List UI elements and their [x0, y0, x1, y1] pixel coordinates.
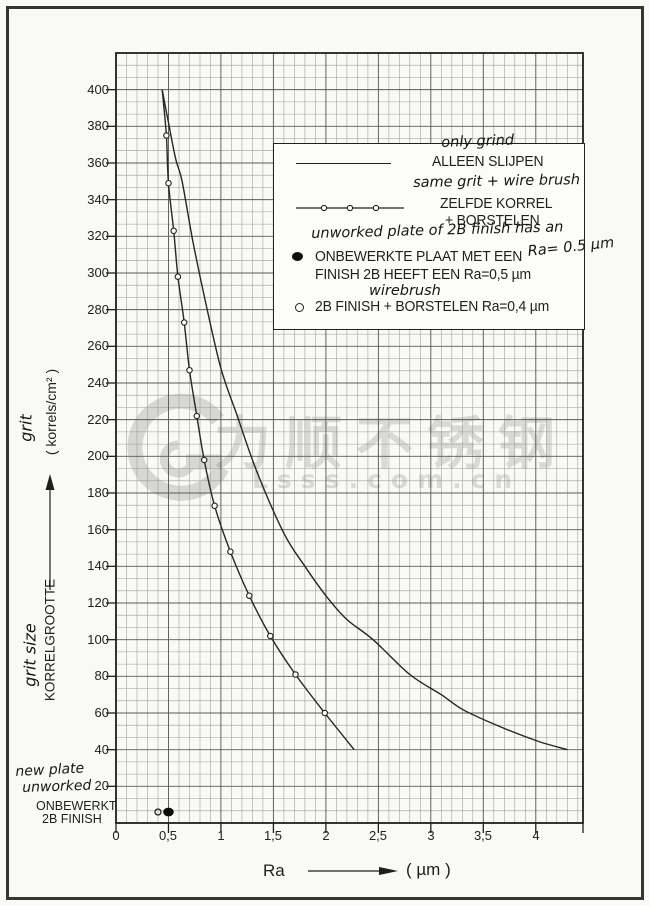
y-tick-label: 260 — [87, 338, 109, 353]
y-tick-label: 340 — [87, 192, 109, 207]
y-tick-label: 200 — [87, 448, 109, 463]
curve-circles — [161, 89, 355, 751]
curve-marker — [200, 456, 208, 464]
y-tick-label: 140 — [87, 558, 109, 573]
curve-marker — [227, 548, 234, 555]
scatter-filled-dot — [163, 807, 174, 817]
legend-solid-line-sample — [296, 163, 391, 164]
x-tick-label: 2 — [322, 828, 330, 843]
y-axis-print-label2: KORRELGROOTTE — [42, 578, 58, 702]
y-tick-label: 320 — [87, 228, 109, 243]
legend-filled-hand-below: wirebrush — [369, 283, 441, 299]
y-tick-label: 380 — [87, 118, 109, 133]
legend-circle-line-sample — [296, 204, 404, 212]
curve-marker — [267, 632, 274, 640]
legend-filled-dot-icon — [292, 252, 303, 261]
x-tick-label: 4 — [532, 828, 540, 843]
corner-print-line2: 2B FINISH — [42, 812, 102, 826]
x-tick-label: 0 — [112, 828, 120, 843]
y-tick-label: 160 — [87, 522, 109, 537]
y-tick-label: 400 — [87, 82, 109, 97]
legend-solid-print-label: ALLEEN SLIJPEN — [432, 153, 544, 170]
curve-marker — [174, 273, 182, 280]
legend-filled-print-line2: FINISH 2B HEEFT EEN Ra=0,5 µm — [315, 266, 531, 283]
y-tick-label: 240 — [87, 375, 109, 390]
legend-circles-print-line2: + BORSTELEN — [445, 212, 540, 229]
curve-marker — [292, 671, 299, 678]
x-tick-label: 2,5 — [368, 828, 388, 843]
curve-solid — [161, 89, 568, 751]
y-tick-label: 80 — [94, 668, 109, 683]
x-tick-label: 3 — [427, 828, 435, 843]
legend-open-dot-icon — [295, 303, 304, 312]
y-tick-label: 360 — [87, 155, 109, 170]
x-axis-label: Ra — [263, 861, 285, 880]
curve-marker — [163, 132, 170, 139]
y-tick-label: 20 — [94, 778, 109, 793]
x-tick-label: 3,5 — [473, 828, 493, 843]
curve-marker — [211, 502, 218, 510]
y-tick-label: 280 — [87, 302, 109, 317]
x-axis-unit: ( µm ) — [406, 860, 451, 879]
curve-marker — [165, 179, 172, 187]
x-tick-label: 1 — [217, 828, 225, 843]
corner-print-line1: ONBEWERKT — [36, 799, 117, 813]
y-tick-label: 120 — [87, 595, 109, 610]
legend-filled-print-line1: ONBEWERKTE PLAAT MET EEN — [315, 248, 523, 265]
y-tick-label: 100 — [87, 632, 109, 647]
curve-marker — [321, 709, 329, 717]
y-tick-label: 180 — [87, 485, 109, 500]
y-tick-label: 40 — [94, 742, 109, 757]
y-axis-unit-label: ( korrels/cm² ) — [43, 368, 59, 456]
scatter-open-dot — [154, 808, 162, 816]
y-axis-hand-label2: grit size — [20, 623, 40, 687]
legend-solid-hand-label: only grind — [441, 132, 515, 151]
y-axis-hand-label: grit — [16, 414, 36, 442]
curve-marker — [186, 366, 193, 374]
legend-filled-hand-above: unworked plate of 2B finish has an — [311, 219, 564, 242]
curve-marker — [180, 319, 188, 326]
y-tick-label: 220 — [87, 412, 109, 427]
y-tick-label: 300 — [87, 265, 109, 280]
legend-circles-print-line1: ZELFDE KORREL — [440, 195, 553, 212]
y-tick-label: 60 — [94, 705, 109, 720]
curve-marker — [246, 592, 253, 599]
legend-circles-hand-label: same grit + wire brush — [413, 172, 581, 191]
curve-marker — [193, 412, 201, 420]
legend-box: only grind ALLEEN SLIJPEN same grit + wi… — [273, 132, 615, 330]
watermark-domain-text: Lsss.com.cn — [252, 465, 522, 494]
legend-open-print-label: 2B FINISH + BORSTELEN Ra=0,4 µm — [315, 298, 550, 315]
x-tick-label: 0,5 — [158, 828, 178, 843]
curve-marker — [170, 227, 177, 235]
x-tick-label: 1,5 — [263, 828, 283, 843]
